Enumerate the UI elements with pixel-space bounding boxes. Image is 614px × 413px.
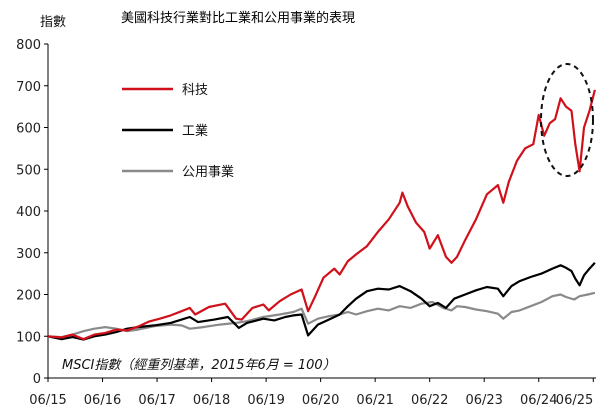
legend-label-industrials: 工業 <box>182 123 208 139</box>
chart-title: 美國科技行業對比工業和公用事業的表現 <box>121 10 355 26</box>
x-tick-label: 06/15 <box>29 393 66 408</box>
chart-note: MSCI指數（經重列基準，2015年6月 = 100） <box>62 357 336 373</box>
legend: 科技 工業 公用事業 <box>122 83 234 180</box>
y-ticks: 0 100 200 300 400 500 600 700 800 <box>16 38 48 387</box>
x-tick-label: 06/24 <box>520 393 557 408</box>
y-tick-label: 0 <box>33 372 41 387</box>
y-tick-label: 600 <box>16 122 41 137</box>
y-tick-label: 200 <box>16 289 41 304</box>
y-tick-label: 500 <box>16 163 41 178</box>
x-tick-label: 06/21 <box>356 393 393 408</box>
y-tick-label: 300 <box>16 247 41 262</box>
y-axis-label: 指數 <box>40 15 66 30</box>
y-tick-label: 700 <box>16 80 41 95</box>
highlight-ellipse <box>540 63 594 177</box>
legend-label-utilities: 公用事業 <box>182 164 234 180</box>
x-tick-label: 06/18 <box>193 393 230 408</box>
x-tick-label: 06/22 <box>411 393 448 408</box>
x-tick-label: 06/17 <box>138 393 175 408</box>
y-tick-label: 400 <box>16 205 41 220</box>
series-line-utilities <box>47 291 596 339</box>
x-tick-label: 06/23 <box>465 393 502 408</box>
x-tick-label: 06/16 <box>84 393 121 408</box>
x-tick-label: 06/19 <box>247 393 284 408</box>
x-ticks: 06/15 06/16 06/17 06/18 06/19 06/20 06/21 06/22… <box>29 378 594 408</box>
y-tick-label: 800 <box>16 38 41 53</box>
series-line-industrials <box>47 262 596 341</box>
x-tick-label: 06/20 <box>302 393 339 408</box>
legend-label-tech: 科技 <box>182 83 208 98</box>
y-tick-label: 100 <box>16 330 41 345</box>
x-tick-label: 06/25 <box>556 393 593 408</box>
series-line-tech <box>47 89 596 341</box>
series-layer <box>47 89 596 341</box>
